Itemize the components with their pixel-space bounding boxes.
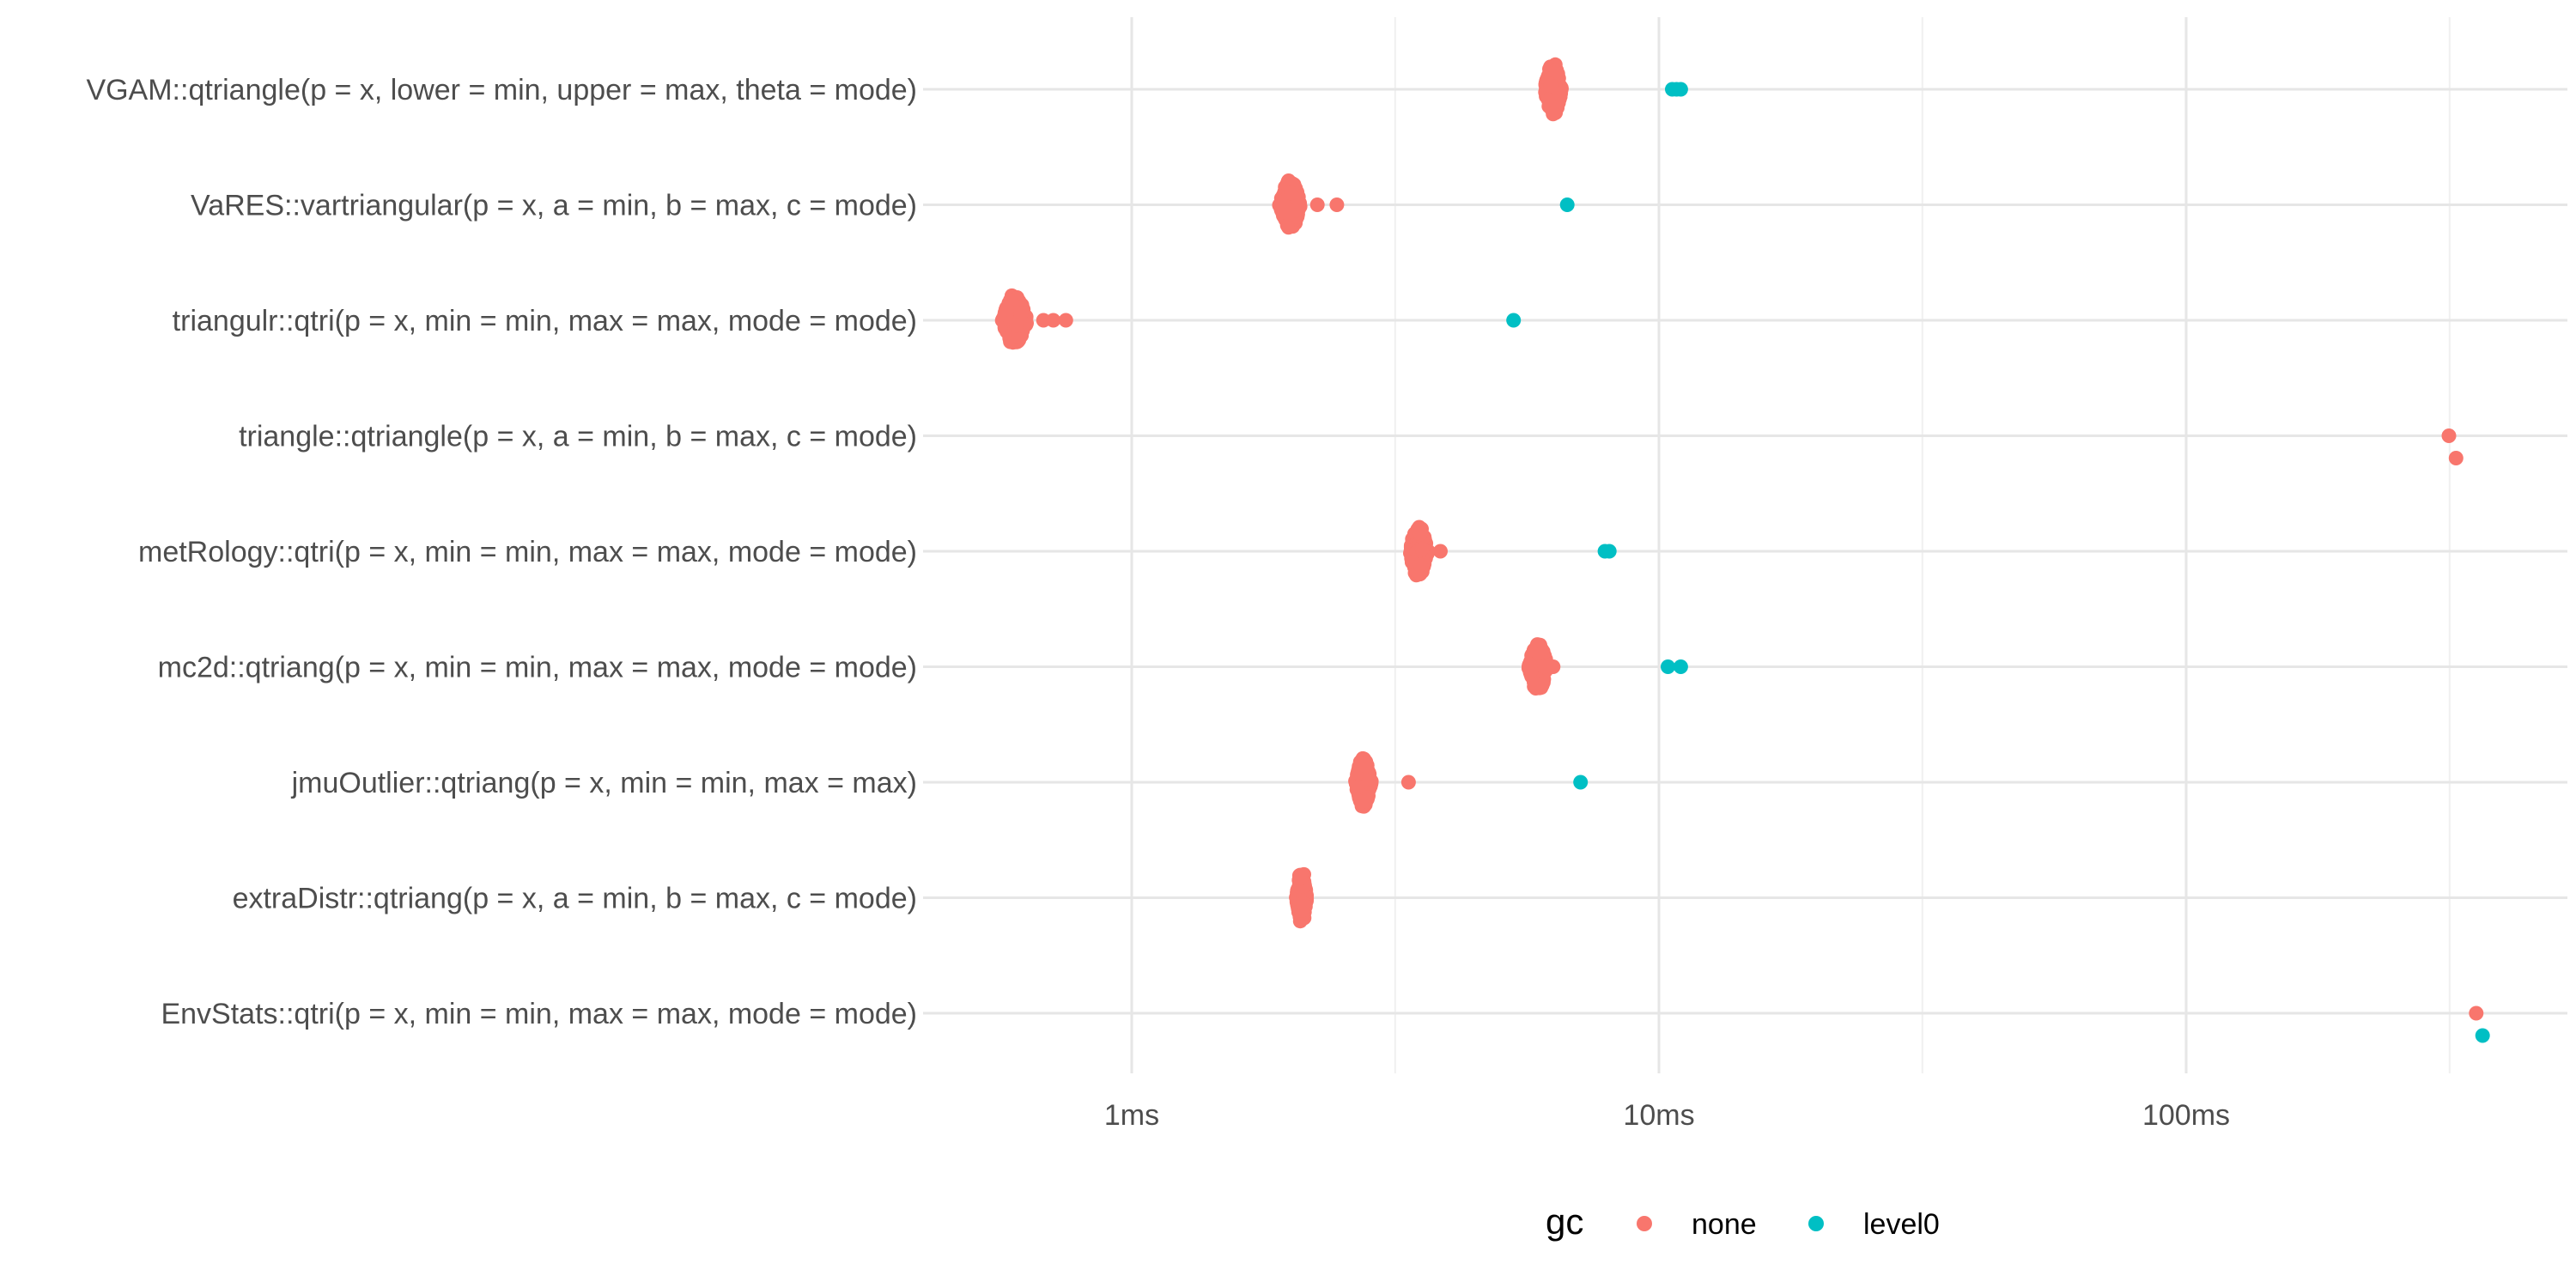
point-none-outlier — [1400, 775, 1416, 790]
category-label: extraDistr::qtriang(p = x, a = min, b = … — [233, 883, 917, 915]
category-label: triangulr::qtri(p = x, min = min, max = … — [173, 305, 917, 337]
point-none — [1549, 65, 1564, 81]
category-label: VGAM::qtriangle(p = x, lower = min, uppe… — [86, 74, 917, 106]
point-level0 — [1601, 544, 1617, 559]
point-none — [1413, 526, 1428, 542]
point-none — [1540, 92, 1556, 107]
category-label: VaRES::vartriangular(p = x, a = min, b =… — [191, 190, 917, 222]
point-level0 — [1673, 659, 1688, 674]
point-level0 — [2475, 1028, 2490, 1043]
point-level0 — [1673, 82, 1688, 97]
point-none — [1011, 329, 1026, 344]
category-label: mc2d::qtriang(p = x, min = min, max = ma… — [158, 652, 917, 684]
point-none-outlier — [1546, 659, 1561, 674]
grid-lines — [923, 17, 2567, 1073]
category-label: EnvStats::qtri(p = x, min = min, max = m… — [161, 998, 917, 1030]
x-tick-label: 10ms — [1623, 1099, 1694, 1132]
point-none — [1009, 318, 1024, 333]
point-none — [1527, 676, 1542, 691]
point-level0 — [1661, 659, 1675, 674]
x-tick-label: 100ms — [2142, 1099, 2230, 1132]
point-none — [999, 301, 1014, 316]
legend-marker-none — [1637, 1216, 1652, 1231]
point-none-outlier — [2448, 451, 2464, 465]
point-none — [1523, 664, 1539, 679]
category-label: triangle::qtriangle(p = x, a = min, b = … — [239, 421, 917, 453]
point-level0 — [1506, 313, 1522, 328]
point-level0 — [1573, 775, 1589, 790]
category-labels: VGAM::qtriangle(p = x, lower = min, uppe… — [86, 74, 917, 1030]
point-none-outlier — [1058, 313, 1073, 328]
point-none-outlier — [1309, 197, 1325, 212]
point-none — [1351, 779, 1365, 794]
point-none-outlier — [1329, 197, 1345, 212]
legend-label-none: none — [1692, 1208, 1757, 1241]
point-none — [1358, 793, 1374, 809]
point-none — [1296, 896, 1311, 911]
category-label: metRology::qtri(p = x, min = min, max = … — [138, 536, 917, 568]
legend-title: gc — [1546, 1201, 1583, 1242]
point-none — [1543, 78, 1558, 94]
point-none-outlier — [1046, 313, 1061, 328]
x-tick-label: 1ms — [1104, 1099, 1159, 1132]
point-none — [1293, 871, 1309, 886]
legend: gc none level0 — [1546, 1201, 1940, 1242]
point-none — [1414, 541, 1430, 556]
point-none — [1284, 185, 1299, 201]
legend-label-level0: level0 — [1863, 1208, 1940, 1241]
point-none — [1413, 557, 1428, 573]
point-none-outlier — [2469, 1005, 2484, 1021]
point-none — [1013, 307, 1029, 322]
data-points — [994, 57, 2490, 1043]
legend-marker-level0 — [1808, 1216, 1824, 1231]
point-none — [1358, 759, 1374, 774]
point-none — [1279, 218, 1295, 233]
point-none-outlier — [1433, 544, 1448, 559]
point-none — [1279, 205, 1295, 221]
point-none-outlier — [2441, 428, 2457, 443]
category-label: jmuOutlier::qtriang(p = x, min = min, ma… — [291, 767, 917, 799]
point-level0 — [1559, 197, 1575, 212]
x-axis-tick-labels: 1ms 10ms 100ms — [1104, 1099, 2230, 1132]
